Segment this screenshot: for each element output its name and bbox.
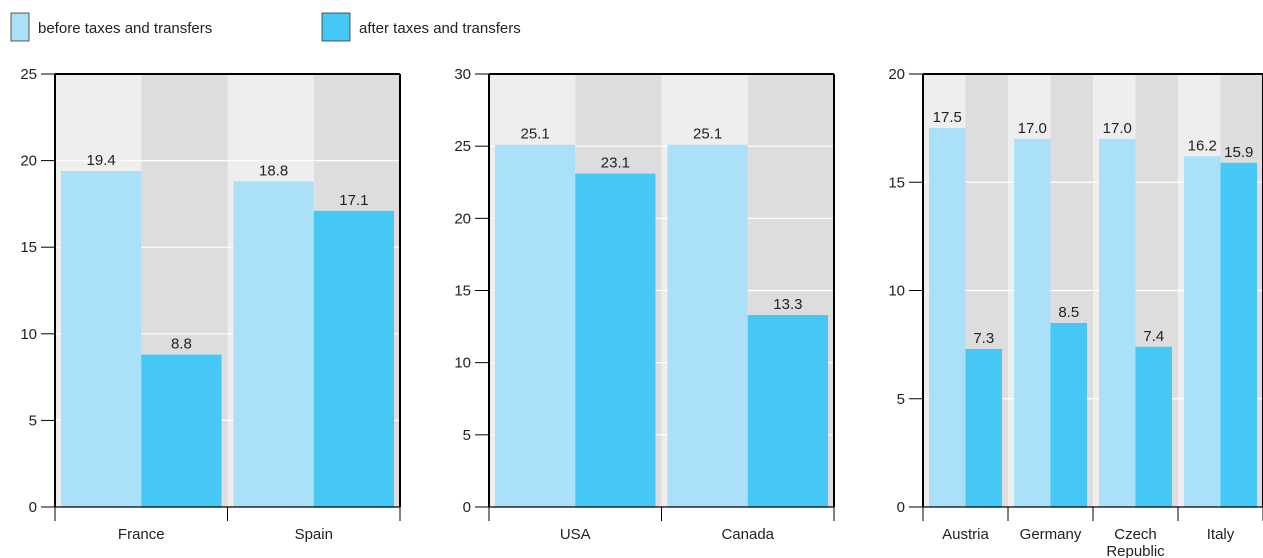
chart-panel-3: 17.5 7.3 17.0 8.5 17.0 7.4 16.2 15.9 0 5 10 15 20 Aus… <box>888 66 1263 558</box>
x-tick-label: Spain <box>295 526 333 543</box>
x-tick-label: Germany <box>1020 526 1082 543</box>
y-tick-label: 10 <box>888 283 905 300</box>
y-tick-label: 5 <box>897 391 905 408</box>
x-tick-label: Canada <box>721 526 774 543</box>
bar-before <box>929 128 966 507</box>
bar-after <box>1050 322 1087 507</box>
x-tick-label: France <box>118 526 165 543</box>
data-label: 17.0 <box>1103 120 1132 137</box>
bar-after <box>965 348 1002 507</box>
y-tick-label: 15 <box>20 239 37 256</box>
data-label: 18.8 <box>259 162 288 179</box>
legend: before taxes and transfers after taxes a… <box>10 12 521 42</box>
y-tick-label: 25 <box>454 138 471 155</box>
data-label: 16.2 <box>1188 137 1217 154</box>
data-label: 8.8 <box>171 336 192 353</box>
y-tick-label: 5 <box>29 412 37 429</box>
legend-swatch-after <box>321 12 351 42</box>
chart-panel-2: 25.1 23.1 25.1 13.3 0 5 10 15 20 25 30 USA Canada <box>454 66 835 543</box>
data-label: 17.5 <box>933 109 962 126</box>
y-tick-label: 10 <box>454 355 471 372</box>
bar-before <box>233 181 314 507</box>
y-tick-label: 20 <box>454 210 471 227</box>
y-tick-label: 20 <box>20 153 37 170</box>
data-label: 7.4 <box>1143 328 1164 345</box>
bar-after <box>313 210 394 507</box>
bar-after <box>575 173 656 507</box>
y-tick-label: 25 <box>20 66 37 83</box>
y-tick-label: 30 <box>454 66 471 83</box>
data-label: 7.3 <box>973 330 994 347</box>
legend-label-before: before taxes and transfers <box>38 20 212 37</box>
y-tick-label: 5 <box>463 427 471 444</box>
y-tick-label: 0 <box>897 499 905 516</box>
data-label: 8.5 <box>1058 304 1079 321</box>
y-tick-label: 0 <box>29 499 37 516</box>
bar-before <box>61 170 142 507</box>
data-label: 23.1 <box>601 155 630 172</box>
y-tick-label: 20 <box>888 66 905 83</box>
x-tick-label: USA <box>560 526 591 543</box>
bar-after <box>747 315 828 507</box>
data-label: 25.1 <box>521 126 550 143</box>
data-label: 19.4 <box>87 152 116 169</box>
bar-after <box>141 354 222 507</box>
bar-after <box>1135 346 1172 507</box>
bar-before <box>667 144 748 507</box>
legend-label-after: after taxes and transfers <box>359 20 521 37</box>
data-label: 15.9 <box>1224 144 1253 161</box>
data-label: 25.1 <box>693 126 722 143</box>
x-tick-label: Austria <box>942 526 989 543</box>
bar-before <box>1099 138 1136 507</box>
bar-before <box>1184 156 1221 507</box>
data-label: 17.0 <box>1018 120 1047 137</box>
y-tick-label: 0 <box>463 499 471 516</box>
data-label: 17.1 <box>339 192 368 209</box>
bar-before <box>495 144 576 507</box>
bar-before <box>1014 138 1051 507</box>
x-tick-label: Italy <box>1207 526 1235 543</box>
chart-panel-1: 19.4 8.8 18.8 17.1 0 5 10 15 20 25 France Spain <box>20 66 401 543</box>
data-label: 13.3 <box>773 296 802 313</box>
x-tick-label: Czech Republic <box>1106 526 1165 558</box>
y-tick-label: 15 <box>454 283 471 300</box>
chart-panels: 19.4 8.8 18.8 17.1 0 5 10 15 20 25 France Spain 25.1… <box>20 66 1263 558</box>
bar-after <box>1220 162 1257 507</box>
y-tick-label: 15 <box>888 174 905 191</box>
legend-swatch-before <box>10 12 30 42</box>
y-tick-label: 10 <box>20 326 37 343</box>
